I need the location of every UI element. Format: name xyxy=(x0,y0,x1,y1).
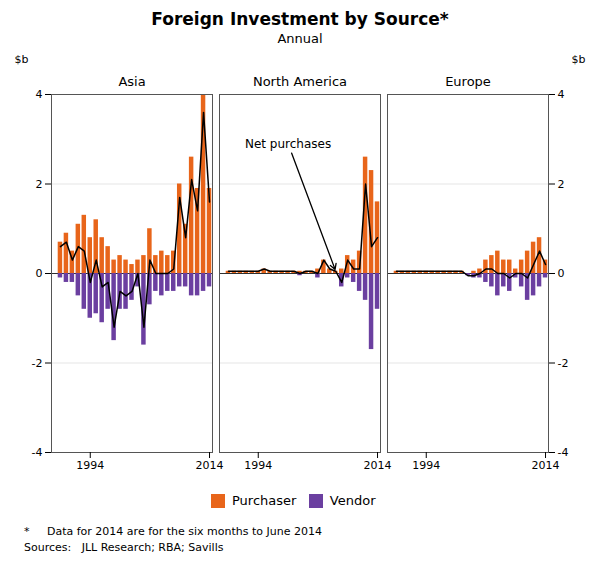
svg-text:-2: -2 xyxy=(32,357,43,370)
html-text:Sources: JLL Research; RBA; Sa: Sources: JLL Research; RBA; Savills xyxy=(24,540,224,554)
svg-text:Net purchases: Net purchases xyxy=(245,137,331,151)
svg-text:2: 2 xyxy=(36,178,43,191)
svg-text:0: 0 xyxy=(558,267,565,280)
svg-text:2: 2 xyxy=(558,178,565,191)
svg-text:$b: $b xyxy=(15,53,29,66)
svg-text:-4: -4 xyxy=(558,446,569,459)
svg-text:Asia: Asia xyxy=(118,74,145,89)
svg-text:0: 0 xyxy=(36,267,43,280)
html-text:* Data for 2014 are for the si: * Data for 2014 are for the six months t… xyxy=(24,524,322,538)
html-text:Vendor: Vendor xyxy=(329,493,376,508)
svg-text:2014: 2014 xyxy=(532,459,560,472)
svg-text:2014: 2014 xyxy=(196,459,224,472)
html-text:Foreign Investment by Source*: Foreign Investment by Source* xyxy=(151,9,449,29)
svg-text:Europe: Europe xyxy=(445,74,491,89)
svg-text:-2: -2 xyxy=(558,357,569,370)
svg-text:4: 4 xyxy=(558,88,565,101)
svg-text:1994: 1994 xyxy=(412,459,440,472)
svg-text:2014: 2014 xyxy=(364,459,392,472)
svg-text:$b: $b xyxy=(572,53,586,66)
svg-text:4: 4 xyxy=(36,88,43,101)
svg-text:-4: -4 xyxy=(32,446,43,459)
svg-text:1994: 1994 xyxy=(76,459,104,472)
svg-text:1994: 1994 xyxy=(244,459,272,472)
html-text:Annual: Annual xyxy=(277,31,323,46)
svg-text:North America: North America xyxy=(253,74,347,89)
html-text:Purchaser: Purchaser xyxy=(232,493,297,508)
